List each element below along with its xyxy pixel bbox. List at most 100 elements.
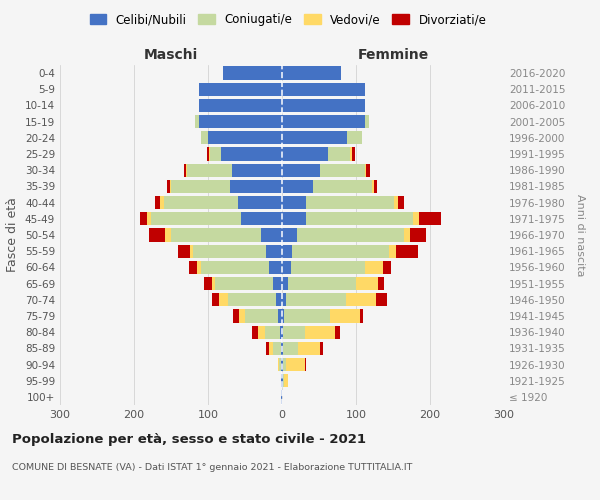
Bar [286,358,305,371]
Bar [389,244,396,258]
Bar [282,374,283,388]
Bar [305,196,394,209]
Bar [282,228,297,241]
Bar [328,148,350,160]
Bar [193,244,266,258]
Bar [282,358,283,371]
Bar [288,277,356,290]
Bar [383,260,391,274]
Bar [164,196,238,209]
Bar [365,115,368,128]
Y-axis label: Anni di nascita: Anni di nascita [575,194,585,276]
Bar [196,115,199,128]
Bar [165,228,171,241]
Bar [140,212,148,226]
Bar [212,293,219,306]
Bar [297,228,404,241]
Bar [210,148,221,160]
Bar [230,180,282,193]
Bar [352,148,355,160]
Y-axis label: Fasce di età: Fasce di età [7,198,19,272]
Bar [282,212,305,226]
Bar [219,293,228,306]
Bar [282,131,347,144]
Bar [282,310,284,322]
Bar [221,148,282,160]
Bar [367,164,370,177]
Bar [298,342,320,355]
Bar [280,326,282,339]
Bar [215,277,273,290]
Bar [281,358,282,371]
Bar [320,342,323,355]
Text: Femmine: Femmine [358,48,428,62]
Bar [160,196,164,209]
Bar [200,260,269,274]
Bar [283,342,298,355]
Bar [208,131,282,144]
Bar [291,260,365,274]
Bar [170,180,171,193]
Bar [265,326,280,339]
Bar [365,260,383,274]
Bar [167,180,170,193]
Bar [410,228,426,241]
Bar [241,212,282,226]
Bar [199,99,282,112]
Bar [273,342,281,355]
Bar [305,326,335,339]
Bar [283,326,305,339]
Bar [282,164,320,177]
Text: Maschi: Maschi [144,48,198,62]
Bar [209,148,210,160]
Bar [223,66,282,80]
Bar [305,358,307,371]
Bar [212,277,215,290]
Bar [228,293,276,306]
Bar [378,277,384,290]
Text: Popolazione per età, sesso e stato civile - 2021: Popolazione per età, sesso e stato civil… [12,432,366,446]
Bar [283,374,284,388]
Bar [356,277,378,290]
Bar [404,228,410,241]
Bar [394,196,398,209]
Bar [273,277,282,290]
Bar [204,277,212,290]
Bar [282,180,313,193]
Bar [171,228,261,241]
Bar [281,390,282,404]
Bar [313,180,372,193]
Bar [292,244,389,258]
Bar [266,342,269,355]
Bar [281,374,282,388]
Bar [199,82,282,96]
Bar [199,115,282,128]
Bar [282,115,365,128]
Bar [261,228,282,241]
Bar [257,326,265,339]
Bar [282,293,286,306]
Bar [346,293,376,306]
Bar [151,212,241,226]
Bar [269,260,282,274]
Bar [282,148,328,160]
Bar [207,148,209,160]
Bar [278,358,279,371]
Bar [376,293,387,306]
Bar [282,277,288,290]
Bar [239,310,245,322]
Bar [276,293,282,306]
Bar [282,342,283,355]
Bar [232,164,282,177]
Bar [197,260,200,274]
Bar [305,212,413,226]
Bar [374,180,377,193]
Bar [238,196,282,209]
Bar [282,99,365,112]
Bar [148,212,151,226]
Bar [190,260,197,274]
Bar [372,180,374,193]
Bar [282,326,283,339]
Bar [282,66,341,80]
Bar [335,326,340,339]
